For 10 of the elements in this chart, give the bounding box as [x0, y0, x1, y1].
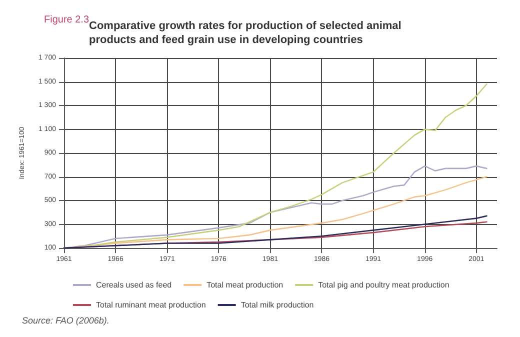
legend-label: Total pig and poultry meat production	[318, 280, 450, 290]
chart-title: Comparative growth rates for production of selected animal products and feed grain use in developing countries	[89, 20, 404, 46]
legend-label: Total ruminant meat production	[96, 300, 206, 310]
legend-label: Cereals used as feed	[96, 280, 172, 290]
legend-label: Total milk production	[240, 300, 314, 310]
source-note: Source: FAO (2006b).	[22, 316, 110, 326]
line-series	[63, 83, 488, 249]
line-series	[63, 215, 488, 249]
legend-label: Total meat production	[206, 280, 284, 290]
caption: Figure 2.3	[44, 14, 90, 26]
